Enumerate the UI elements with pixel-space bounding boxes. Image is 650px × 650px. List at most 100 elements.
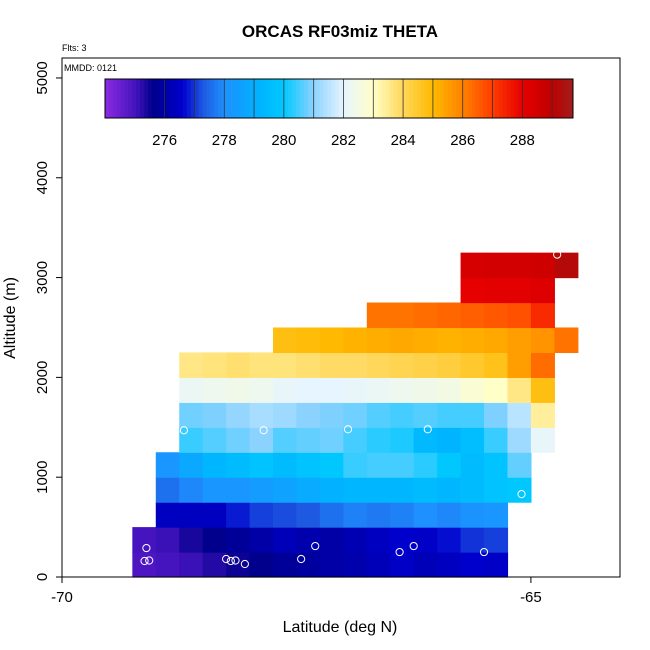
heatmap-cell (484, 477, 509, 503)
heatmap-cell (437, 552, 462, 578)
colorbar-swatch (389, 79, 395, 118)
colorbar: 276 278 280 282 284 286 288 (104, 78, 574, 149)
heatmap-cell (460, 502, 485, 528)
heatmap-cell (273, 477, 298, 503)
colorbar-swatch (300, 79, 305, 118)
colorbar-swatch (358, 79, 363, 118)
heatmap-cell (484, 502, 509, 528)
heatmap-cell (319, 427, 344, 453)
observation-point (395, 547, 404, 557)
colorbar-swatch (487, 79, 492, 118)
heatmap-cell (273, 452, 298, 478)
observation-points (140, 250, 562, 569)
heatmap-cell (413, 527, 438, 553)
heatmap-cell (484, 327, 509, 354)
heatmap-cell (319, 527, 344, 553)
heatmap-cell (460, 252, 485, 279)
heatmap-cell (366, 427, 391, 453)
heatmap-cell (484, 277, 509, 304)
heatmap-cell (202, 377, 227, 403)
colorbar-swatch (253, 79, 258, 118)
heatmap-cell (179, 477, 204, 503)
heatmap-cell (226, 377, 251, 403)
colorbar-swatch (105, 79, 110, 118)
colorbar-swatch (444, 79, 449, 118)
colorbar-swatch (463, 79, 469, 118)
colorbar-swatch (147, 79, 153, 118)
heatmap-cell (179, 502, 204, 528)
heatmap-cell (413, 402, 438, 428)
colorbar-swatch (257, 79, 262, 118)
colorbar-swatch (545, 79, 551, 118)
heatmap-cell (390, 302, 415, 329)
heatmap-cell (273, 427, 298, 453)
colorbar-frame (104, 78, 574, 119)
heatmap-cell (460, 302, 485, 329)
heatmap-cell (319, 502, 344, 528)
heatmap-cell (507, 477, 532, 503)
heatmap-cell (343, 552, 368, 578)
heatmap-cell (530, 277, 555, 304)
colorbar-swatch (405, 79, 410, 118)
colorbar-swatch (526, 79, 531, 118)
heatmap-cell (226, 352, 251, 378)
heatmap-cell (484, 552, 509, 578)
plot-frame (61, 57, 621, 578)
heatmap-cell (296, 352, 321, 378)
heatmap-cell (390, 477, 415, 503)
colorbar-swatch (288, 79, 293, 118)
colorbar-swatch (186, 79, 192, 118)
colorbar-swatch (264, 79, 270, 118)
heatmap-cell (273, 327, 298, 354)
heatmap-cell (460, 452, 485, 478)
colorbar-swatch (183, 79, 188, 118)
heatmap-cell (155, 502, 180, 528)
colorbar-swatch (565, 79, 570, 118)
heatmap-cell (437, 527, 462, 553)
heatmap-cell (179, 352, 204, 378)
observation-point (222, 554, 231, 564)
colorbar-swatch (479, 79, 484, 118)
heatmap-cell (507, 377, 532, 403)
heatmap-cell (390, 427, 415, 453)
heatmap-cell (226, 477, 251, 503)
colorbar-swatch (514, 79, 519, 118)
heatmap-cell (179, 427, 204, 453)
colorbar-swatch (448, 79, 453, 118)
observation-point (231, 556, 240, 565)
heatmap-cell (530, 352, 555, 378)
heatmap-cell (343, 402, 368, 428)
heatmap-cell (484, 352, 509, 378)
heatmap-cell (460, 477, 485, 503)
observation-point (409, 541, 418, 551)
heatmap-cell (249, 527, 274, 553)
colorbar-swatch (136, 79, 141, 118)
heatmap-cell (319, 327, 344, 354)
heatmap-cell (202, 427, 227, 453)
heatmap-cell (413, 477, 438, 503)
colorbar-swatch (167, 79, 172, 118)
heatmap-cell (366, 352, 391, 378)
heatmap-cell (202, 477, 227, 503)
colorbar-swatch (350, 79, 356, 118)
heatmap-cell (530, 427, 555, 453)
colorbar-swatch (280, 79, 285, 118)
colorbar-swatch (569, 79, 574, 118)
colorbar-swatch (225, 79, 231, 118)
heatmap-cell (366, 402, 391, 428)
heatmap-cell (226, 452, 251, 478)
heatmap-cell (202, 552, 227, 578)
heatmap-cell (437, 477, 462, 503)
observation-point (517, 490, 526, 499)
colorbar-swatch (108, 79, 114, 118)
heatmap-cell (437, 402, 462, 428)
colorbar-swatch (346, 79, 352, 118)
colorbar-swatch (315, 79, 320, 118)
colorbar-swatch (518, 79, 523, 118)
observation-point (170, 442, 179, 451)
heatmap-cell (460, 352, 485, 378)
heatmap-cell (390, 352, 415, 378)
colorbar-swatch (241, 79, 246, 118)
colorbar-swatch (292, 79, 297, 118)
heatmap-cell (530, 402, 555, 428)
